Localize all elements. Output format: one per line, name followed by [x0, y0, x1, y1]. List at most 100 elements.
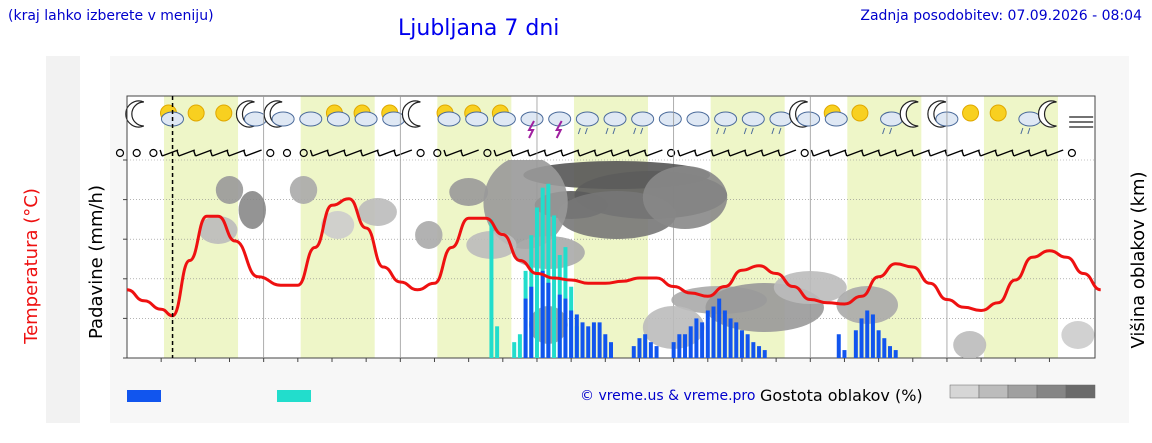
raindrop — [605, 127, 609, 135]
precipitation-bar — [574, 314, 579, 358]
precipitation-bar — [876, 330, 881, 358]
wind-barb — [829, 149, 847, 157]
precipitation-bar — [557, 294, 562, 358]
precipitation-bar — [745, 334, 750, 358]
cloud-density-swatch — [1007, 384, 1038, 399]
precipitation-bar — [591, 322, 596, 358]
wind-feather — [159, 149, 163, 157]
wind-barb — [712, 149, 730, 157]
thunder-icon — [520, 111, 544, 139]
sun-icon — [851, 104, 869, 122]
sun-cloud-icon — [491, 104, 516, 127]
wind-barb — [596, 149, 613, 157]
precip-axis-title: Padavine (mm/h) — [86, 185, 107, 339]
page-title: Ljubljana 7 dni — [398, 16, 560, 41]
sun-shape — [851, 104, 869, 122]
cloud-shape — [492, 111, 516, 127]
moon-icon — [1037, 100, 1057, 128]
wind-feather — [576, 149, 581, 157]
wind-barb — [1030, 149, 1047, 157]
precipitation-bar — [523, 298, 528, 358]
wind-feather — [810, 149, 815, 157]
wind-feather — [927, 149, 931, 157]
wind-feather — [593, 149, 597, 157]
legend-swatch — [127, 390, 161, 402]
cloud-shape — [603, 111, 627, 127]
shower-bar — [512, 342, 517, 358]
cloud-patch — [642, 166, 728, 229]
wind-feather — [610, 149, 614, 157]
wind-feather — [860, 149, 865, 157]
wind-barb — [195, 149, 212, 157]
precipitation-bar — [734, 322, 739, 358]
wind-feather — [376, 149, 380, 157]
wind-calm — [115, 148, 125, 158]
cloud-icon — [658, 111, 682, 127]
precipitation-bar — [694, 318, 699, 358]
wind-feather — [643, 149, 648, 157]
cloud-shape — [658, 111, 682, 127]
wind-barb — [696, 149, 713, 157]
moon-shape — [927, 100, 947, 128]
wind-barb — [963, 149, 980, 157]
shower-bar — [546, 183, 551, 358]
precipitation-bar — [563, 298, 568, 358]
wind-barb — [913, 149, 930, 157]
precipitation-bar — [683, 334, 688, 358]
shower-bar — [517, 334, 522, 358]
cloud-shape — [299, 111, 323, 127]
moon-shape — [1037, 100, 1057, 128]
moon-shape — [263, 100, 283, 128]
wind-barb — [211, 149, 229, 157]
precipitation-bar — [597, 322, 602, 358]
wind-barb — [462, 149, 479, 157]
precipitation-bar — [540, 270, 545, 358]
raindrop — [716, 127, 720, 135]
wind-feather — [460, 149, 464, 157]
precipitation-bar — [677, 334, 682, 358]
wind-feather — [1011, 149, 1015, 157]
wind-barb — [228, 149, 246, 157]
raindrop — [612, 127, 616, 135]
shower-bar — [495, 326, 500, 358]
raindrop — [577, 127, 581, 135]
sun-cloud-icon — [436, 104, 461, 127]
sun-icon — [962, 104, 980, 122]
wind-barb — [612, 149, 630, 157]
cloud-icon — [686, 111, 710, 127]
wind-calm — [416, 148, 425, 158]
wind-barb — [495, 149, 513, 157]
site-credit[interactable]: © vreme.us & vreme.pro — [580, 388, 756, 404]
wind-feather — [493, 149, 497, 157]
wind-calm — [149, 148, 158, 158]
wind-barb — [545, 149, 563, 157]
precipitation-bar — [643, 334, 648, 358]
sun-cloud-icon — [464, 104, 489, 127]
wind-barb — [896, 149, 914, 157]
wind-feather — [994, 149, 998, 157]
sun-cloud-icon — [353, 104, 378, 127]
raindrop — [771, 127, 775, 135]
cloud-icon — [299, 111, 323, 127]
precipitation-bar — [717, 298, 722, 358]
wind-barb — [980, 149, 997, 157]
precipitation-bar — [888, 346, 893, 358]
wind-calm — [483, 148, 492, 158]
wind-feather — [176, 149, 180, 157]
wind-feather — [443, 149, 447, 157]
wind-feather — [743, 149, 748, 157]
precipitation-bar — [637, 338, 642, 358]
sun-shape — [187, 104, 205, 122]
wind-feather — [693, 149, 698, 157]
raindrop — [778, 127, 782, 135]
wind-calm — [282, 148, 292, 158]
wind-barb — [763, 149, 780, 157]
region-hint[interactable]: (kraj lahko izberete v meniju) — [8, 8, 214, 24]
wind-barb — [512, 149, 530, 157]
wind-barb — [161, 149, 179, 157]
wind-barb — [813, 149, 830, 157]
temperature-line — [126, 197, 1102, 318]
wind-feather — [827, 149, 831, 157]
cloud-shape — [824, 111, 848, 127]
